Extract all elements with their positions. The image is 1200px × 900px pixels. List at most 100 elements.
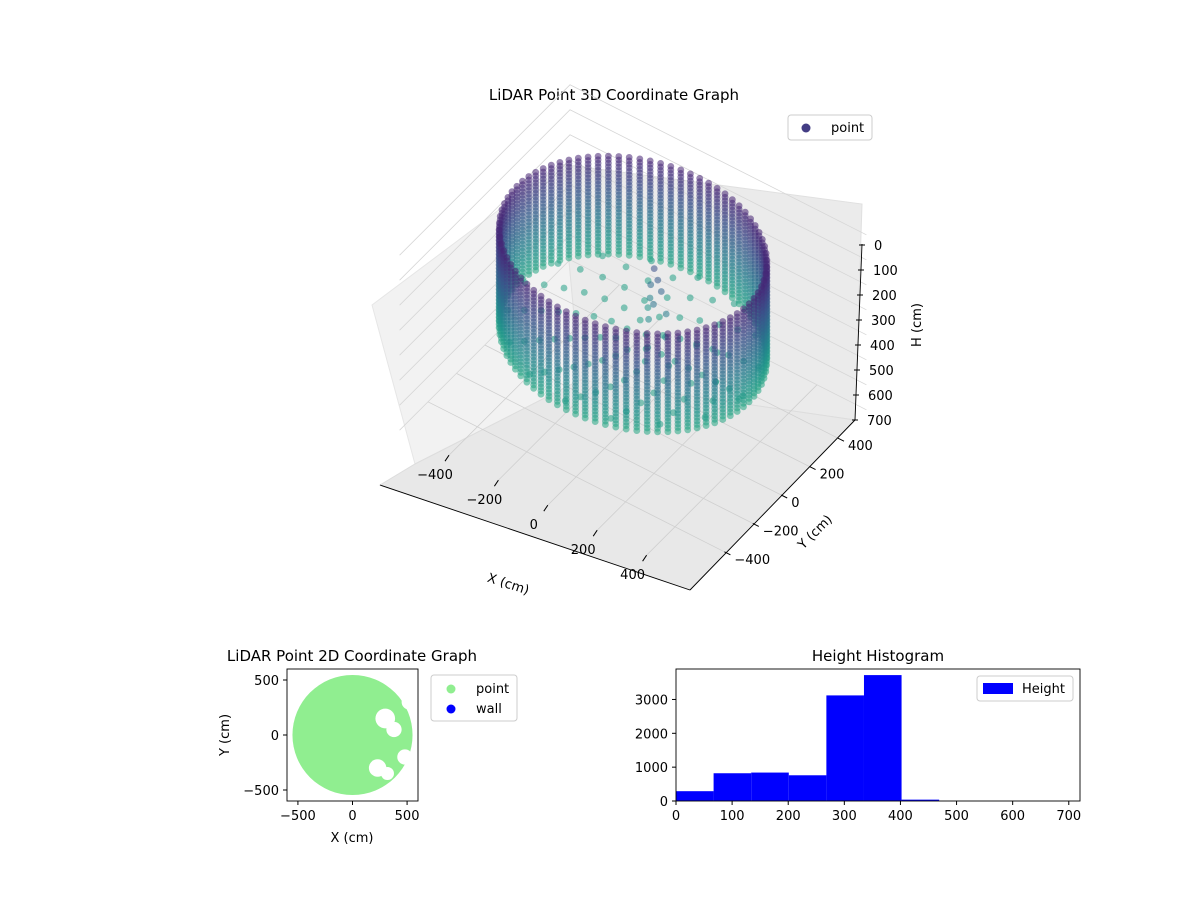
z-tick-label-3d: 0 <box>874 239 882 254</box>
x-axis-label-3d: X (cm) <box>485 571 531 599</box>
scatter-point-3d <box>693 424 701 432</box>
chart-histogram: Height Histogram 0 100 200 300 400 500 600 7000… <box>635 647 1081 824</box>
x-tick-label-hist: 400 <box>888 809 913 824</box>
histogram-bar <box>676 791 714 801</box>
histogram-bar <box>788 775 827 801</box>
scatter-point-3d <box>605 250 612 258</box>
ticks-3d: −400−2000200400−400−20002004000100200300… <box>417 239 898 583</box>
x-tick-label-2d: 0 <box>348 809 356 824</box>
z-axis-line <box>854 243 863 421</box>
x-tick-label-hist: 500 <box>944 809 969 824</box>
scatter-point-3d <box>612 423 620 431</box>
x-tick-label-hist: 700 <box>1056 809 1081 824</box>
x-tick-label-hist: 0 <box>672 809 680 824</box>
y-tick-3d <box>837 437 845 442</box>
scatter-point-3d <box>545 396 553 404</box>
z-axis-label-3d: H (cm) <box>910 303 925 347</box>
scatter-point-3d <box>636 253 644 261</box>
scatter-point-3d <box>705 277 712 285</box>
scatter-point-3d <box>657 288 665 295</box>
scatter-point-3d <box>674 427 682 435</box>
scatter-point-3d <box>728 294 736 302</box>
legend-hist-swatch <box>983 683 1013 694</box>
scatter-point-3d <box>608 317 615 325</box>
scatter-point-3d <box>607 383 614 391</box>
y-tick-label-hist: 3000 <box>635 693 668 708</box>
scatter-point-3d <box>596 334 604 341</box>
x-tick-label-hist: 300 <box>832 809 857 824</box>
y-axis-line <box>689 419 856 591</box>
legend-3d-frame <box>787 114 873 141</box>
histogram-bar <box>901 799 940 801</box>
point-cloud-gap-2d <box>386 721 402 738</box>
scatter-point-3d <box>590 312 598 320</box>
scatter-point-3d <box>676 314 684 321</box>
scatter-point-3d <box>636 316 644 324</box>
scatter-point-3d <box>650 265 658 272</box>
grid-line-z <box>399 134 867 306</box>
legend-3d: point <box>787 114 873 141</box>
legend-2d-marker-wall <box>446 704 456 714</box>
scatter-point-3d <box>615 251 623 258</box>
scatter-point-3d <box>696 317 704 324</box>
chart-2d-title: LiDAR Point 2D Coordinate Graph <box>227 647 477 665</box>
legend-hist-frame <box>976 675 1074 702</box>
x-tick-3d <box>444 454 450 462</box>
scatter-point-3d <box>599 273 606 281</box>
legend-2d-label-point: point <box>476 682 509 697</box>
scatter-3d <box>495 152 771 436</box>
plot-frame-hist <box>675 668 1081 802</box>
scatter-point-3d <box>581 414 589 422</box>
grid-line-y <box>427 401 725 553</box>
x-tick-label-3d: 400 <box>620 568 645 583</box>
legend-2d-label-wall: wall <box>476 702 502 717</box>
scatter-point-3d <box>530 384 538 392</box>
histogram-bar <box>713 773 752 801</box>
scatter-point-3d <box>669 274 677 282</box>
scatter-point-3d <box>656 313 663 321</box>
scatter-point-3d <box>645 315 652 323</box>
y-tick-label-hist: 0 <box>660 795 668 810</box>
scatter-point-3d <box>532 266 540 274</box>
x-tick-label-hist: 100 <box>720 809 745 824</box>
scatter-point-3d <box>540 281 548 289</box>
scatter-point-3d <box>537 390 545 398</box>
scatter-point-3d <box>667 261 675 268</box>
grid-line-z <box>399 84 867 256</box>
scatter-point-3d <box>647 281 655 289</box>
scatter-point-3d <box>602 421 609 428</box>
scatter-point-3d <box>517 372 525 380</box>
scatter-point-3d <box>644 304 652 311</box>
histogram-title: Height Histogram <box>812 647 944 665</box>
scatter-point-3d <box>560 284 568 292</box>
scatter-point-3d <box>641 297 648 304</box>
x-tick-3d <box>592 529 598 537</box>
scatter-point-3d <box>730 300 738 308</box>
scatter-point-3d <box>726 412 734 420</box>
y-tick-3d <box>752 522 760 527</box>
scatter-point-3d <box>562 406 570 414</box>
x-tick-label-2d: −500 <box>280 809 316 824</box>
x-tick-3d <box>543 504 549 512</box>
scatter-point-3d <box>525 271 533 278</box>
scatter-point-3d <box>622 263 630 271</box>
scatter-point-3d <box>622 425 630 433</box>
scatter-point-3d <box>591 418 599 425</box>
scatter-point-3d <box>574 252 582 260</box>
scatter-point-3d <box>654 276 662 284</box>
scatter-point-3d <box>620 304 628 312</box>
scatter-point-3d <box>721 288 729 296</box>
scatter-point-3d <box>580 289 588 296</box>
scatter-point-3d <box>539 263 547 270</box>
scatter-point-3d <box>646 294 654 302</box>
scatter-point-3d <box>633 427 641 434</box>
legend-hist: Height <box>976 675 1074 702</box>
chart-3d-title: LiDAR Point 3D Coordinate Graph <box>489 86 739 104</box>
x-tick-label-hist: 600 <box>1000 809 1025 824</box>
scatter-point-3d <box>554 260 562 267</box>
chart-3d: LiDAR Point 3D Coordinate Graph −400 −200… <box>371 84 925 599</box>
scatter-point-3d <box>719 416 727 423</box>
scatter-point-3d <box>599 252 606 260</box>
scatter-point-3d <box>621 283 628 291</box>
point-cloud-gap-2d <box>380 766 394 781</box>
